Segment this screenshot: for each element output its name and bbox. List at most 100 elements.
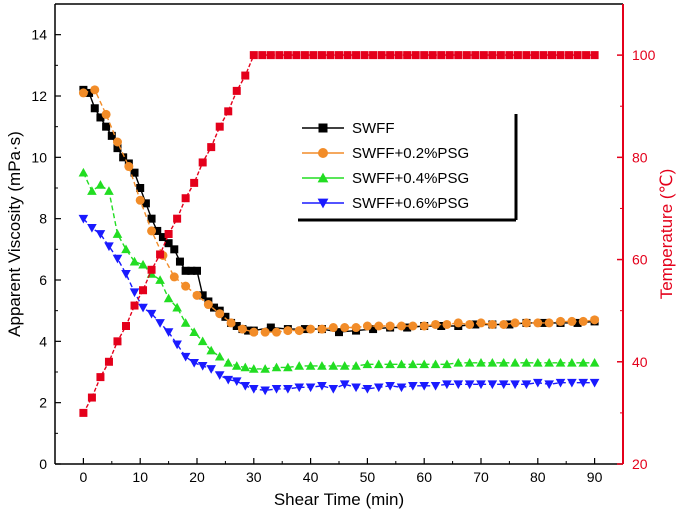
- data-point: [431, 319, 441, 329]
- series-layer: [78, 51, 600, 417]
- data-point: [590, 315, 600, 325]
- x-axis-title: Shear Time (min): [274, 490, 404, 509]
- data-point: [104, 242, 114, 252]
- data-point: [78, 167, 89, 177]
- data-point: [578, 378, 589, 388]
- data-point: [454, 51, 463, 60]
- data-point: [430, 359, 441, 369]
- data-point: [573, 51, 582, 60]
- legend-entry-1: SWFF+0.2%PSG: [302, 145, 469, 162]
- data-point: [498, 358, 509, 367]
- data-point: [231, 377, 242, 386]
- data-point: [119, 153, 128, 162]
- data-point: [464, 380, 475, 390]
- y-tick-label: 4: [39, 333, 47, 349]
- data-point: [328, 385, 339, 394]
- data-point: [139, 286, 148, 295]
- data-point: [326, 51, 335, 60]
- data-point: [275, 51, 284, 60]
- data-point: [306, 324, 316, 334]
- data-point: [373, 383, 384, 393]
- series-0: [79, 85, 599, 337]
- legend-marker: [317, 172, 329, 183]
- data-point: [335, 328, 343, 337]
- data-point: [197, 336, 208, 346]
- data-point: [163, 328, 174, 337]
- data-point: [544, 358, 554, 367]
- series-4: [79, 51, 599, 417]
- data-point: [104, 186, 114, 195]
- data-point: [352, 51, 361, 60]
- legend: SWFF SWFF+0.2%PSG SWFF+0.4%PSG SWFF+0.6%PSG: [298, 114, 518, 222]
- data-point: [122, 322, 130, 330]
- data-point: [271, 385, 282, 394]
- y2-tick-label: 20: [632, 456, 648, 472]
- x-tick-label: 90: [587, 469, 603, 485]
- data-point: [521, 358, 532, 367]
- data-point: [181, 266, 190, 275]
- data-point: [420, 51, 429, 60]
- data-point: [241, 71, 250, 80]
- y-tick-label: 8: [39, 211, 47, 227]
- data-point: [578, 316, 588, 326]
- data-point: [173, 214, 182, 223]
- data-point: [206, 365, 216, 374]
- data-point: [112, 137, 122, 147]
- y2-axis-title: Temperature (℃): [657, 169, 676, 300]
- data-point: [283, 51, 292, 60]
- data-point: [496, 51, 505, 60]
- data-point: [437, 51, 446, 60]
- data-point: [232, 86, 241, 95]
- data-point: [226, 318, 236, 328]
- data-point: [442, 359, 452, 369]
- x-tick-label: 50: [360, 469, 376, 485]
- data-point: [335, 51, 343, 60]
- y-tick-label: 2: [39, 395, 47, 411]
- data-point: [430, 381, 441, 391]
- data-point: [362, 359, 373, 369]
- data-point: [317, 324, 327, 334]
- data-point: [129, 256, 140, 266]
- data-point: [487, 380, 498, 390]
- series-2: [78, 167, 600, 373]
- data-point: [317, 361, 327, 370]
- data-point: [582, 51, 591, 60]
- data-point: [394, 51, 403, 60]
- data-point: [408, 381, 418, 391]
- data-point: [232, 322, 241, 330]
- data-point: [479, 51, 488, 60]
- data-point: [340, 323, 350, 333]
- data-point: [544, 380, 554, 390]
- data-point: [198, 291, 207, 300]
- series-3: [78, 214, 600, 396]
- data-point: [487, 319, 497, 329]
- data-point: [419, 381, 429, 391]
- axes-layer: 0 10 20 30 40 50 60 70 80 90 0 2 4 6 8 10 12 14 20 40 60 80 10…: [31, 3, 656, 485]
- data-point: [351, 361, 361, 370]
- data-point: [453, 358, 464, 367]
- data-point: [158, 233, 167, 242]
- data-point: [260, 327, 270, 337]
- legend-marker: [318, 148, 328, 158]
- data-point: [172, 340, 182, 350]
- data-point: [505, 51, 514, 60]
- data-point: [130, 168, 139, 177]
- data-point: [180, 318, 191, 327]
- data-point: [240, 381, 251, 391]
- data-point: [223, 358, 234, 367]
- data-point: [104, 357, 113, 366]
- data-point: [146, 309, 157, 319]
- data-point: [544, 318, 554, 328]
- data-point: [187, 266, 196, 275]
- data-point: [292, 51, 301, 60]
- y-tick-label: 6: [39, 272, 47, 288]
- data-point: [172, 302, 182, 312]
- data-point: [369, 51, 378, 60]
- y-tick-label: 12: [31, 88, 47, 104]
- legend-marker: [318, 123, 328, 133]
- data-point: [578, 358, 589, 367]
- data-point: [374, 321, 384, 331]
- data-point: [78, 214, 89, 224]
- data-point: [565, 51, 574, 60]
- data-point: [155, 319, 165, 328]
